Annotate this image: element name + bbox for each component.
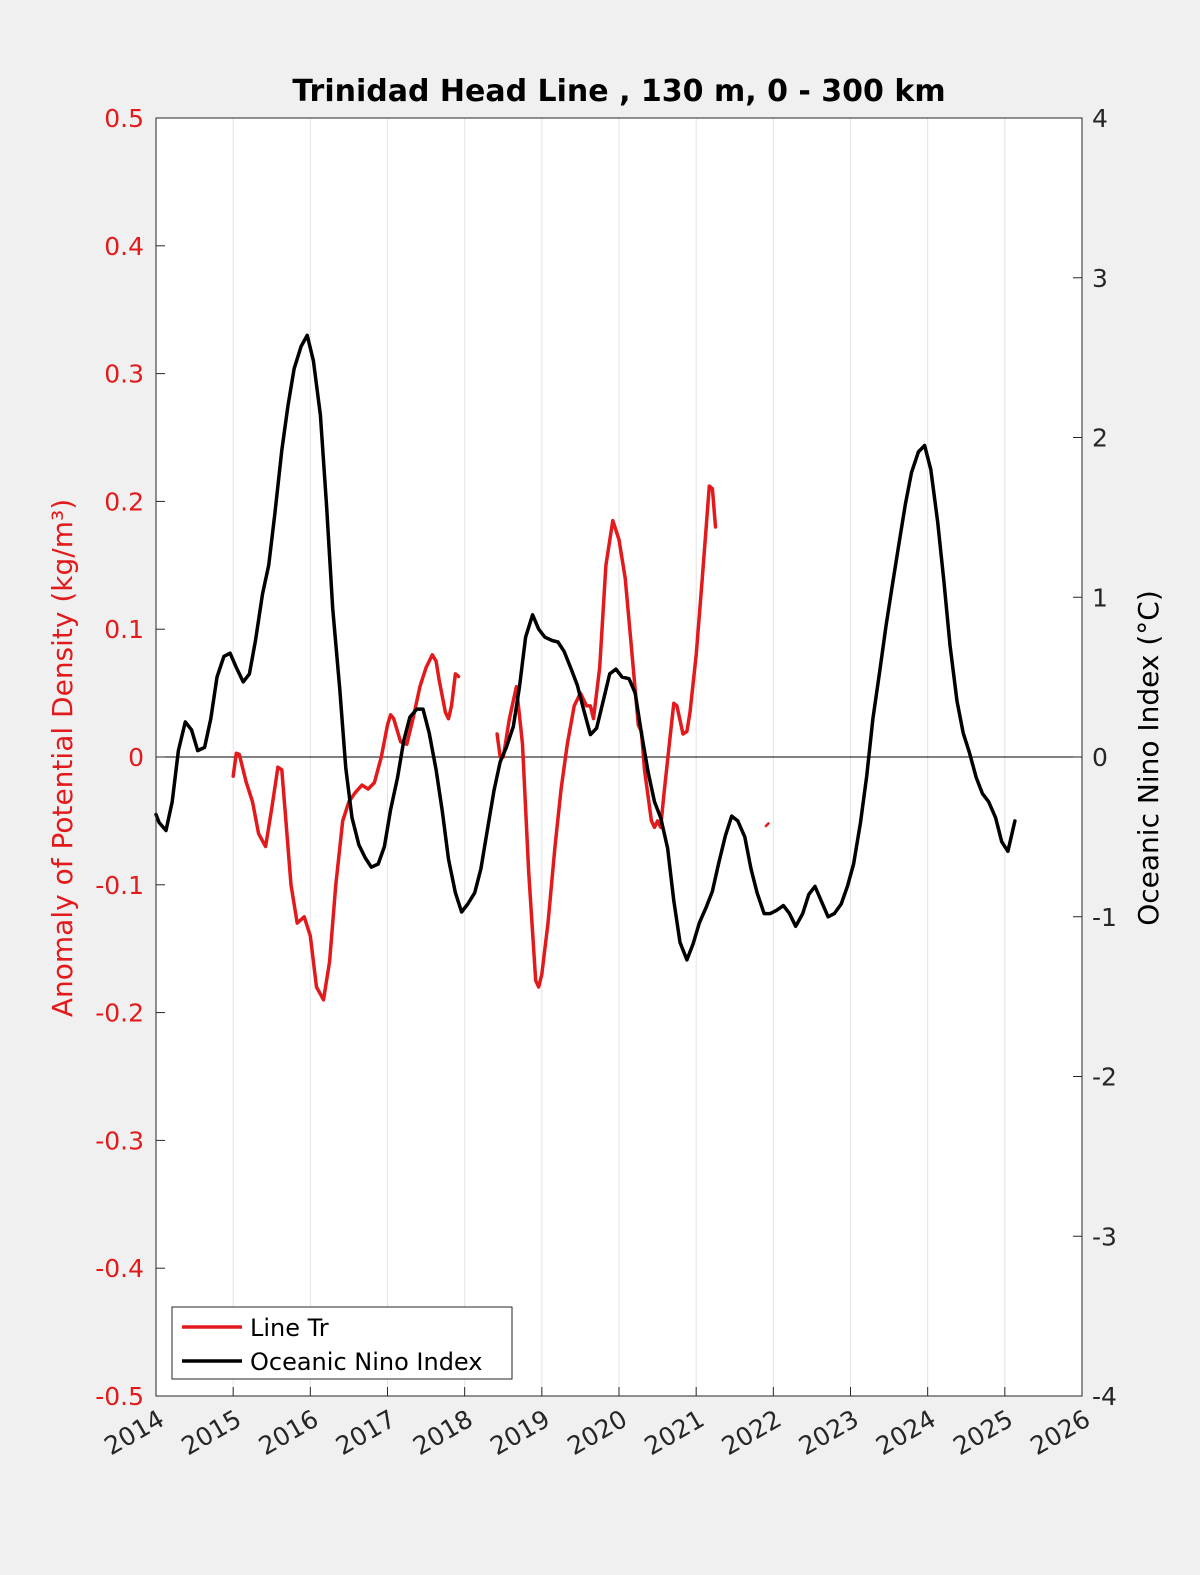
y-left-tick-label: -0.4: [95, 1254, 144, 1283]
grid: [156, 118, 1082, 1396]
y-right-tick-label: -4: [1092, 1382, 1117, 1411]
y-right-tick-label: 3: [1092, 264, 1108, 293]
legend-box: [171, 1306, 513, 1380]
y-left-tick-label: 0.4: [104, 232, 144, 261]
y-left-tick-label: 0.2: [104, 487, 144, 516]
y-right-tick-label: -3: [1092, 1222, 1117, 1251]
y-right-tick-label: 4: [1092, 104, 1108, 133]
y-left-tick-label: -0.5: [95, 1382, 144, 1411]
y-axis-right: 4 3 2 1 0 -1 -2 -3 -4: [1073, 104, 1117, 1411]
y-left-tick-label: -0.3: [95, 1126, 144, 1155]
legend-label-oni: Oceanic Nino Index: [250, 1348, 482, 1376]
chart-title: Trinidad Head Line , 130 m, 0 - 300 km: [292, 74, 945, 109]
line-tr-point: [764, 821, 771, 828]
oni-series-segment: [154, 333, 1017, 962]
line-tr-series-segment: [495, 484, 718, 989]
y-axis-right-label: Oceanic Nino Index (°C): [1132, 590, 1165, 926]
y-left-tick-label: 0.5: [104, 104, 144, 133]
y-left-tick-label: 0.1: [104, 615, 144, 644]
line-tr-series-segment: [231, 653, 461, 1002]
y-right-tick-label: -2: [1092, 1063, 1117, 1092]
y-left-tick-label: -0.2: [95, 999, 144, 1028]
y-axis-left: 0.5 0.4 0.3 0.2 0.1 0 -0.1 -0.2 -0.3 -0.4 -0.5: [95, 104, 165, 1411]
legend: Line Tr Oceanic Nino Index: [171, 1306, 513, 1380]
y-right-tick-label: -1: [1092, 903, 1117, 932]
y-right-tick-label: 0: [1092, 743, 1108, 772]
legend-label-line-tr: Line Tr: [250, 1314, 329, 1342]
y-right-tick-label: 1: [1092, 583, 1108, 612]
y-left-tick-label: 0.3: [104, 360, 144, 389]
series-layer: [154, 333, 1017, 1002]
y-right-tick-label: 2: [1092, 424, 1108, 453]
y-axis-left-label: Anomaly of Potential Density (kg/m³): [46, 499, 79, 1017]
y-left-tick-label: 0: [128, 743, 144, 772]
y-left-tick-label: -0.1: [95, 871, 144, 900]
